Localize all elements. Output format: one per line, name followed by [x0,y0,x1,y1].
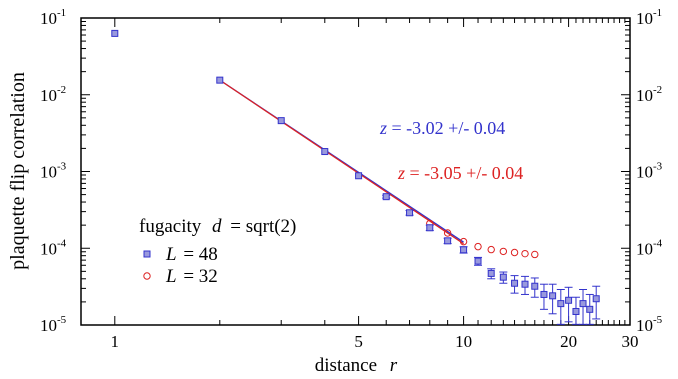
x-axis-label-text: distance [315,355,377,376]
fit-annotation-l32: z = -3.05 +/- 0.04 [397,163,523,183]
legend-title: fugacity d = sqrt(2) [139,216,296,237]
data-point [460,246,468,254]
data-point [444,237,452,245]
data-point [565,296,573,304]
data-point [572,307,580,315]
y-tick-label-right: 10-3 [636,161,663,182]
fit-lines [219,79,464,245]
data-point [521,280,529,288]
data-point [487,269,495,277]
data-point [426,224,434,232]
fit-annotation-l48-text: = -3.02 +/- 0.04 [387,118,505,138]
legend-label-l48-value: = 48 [183,244,217,265]
fit-annotation-l32-text: = -3.05 +/- 0.04 [405,163,523,183]
y-tick-label-right: 10-1 [636,7,662,28]
data-point [355,172,363,180]
y-tick-label-exponent: -3 [653,161,663,173]
series-l48 [111,29,601,325]
x-tick-label: 5 [354,332,363,351]
fit-annotation-l32-var: z [397,163,405,183]
data-point [511,279,519,287]
data-point [549,292,557,300]
y-tick-label-base: 10 [636,163,653,182]
data-point [216,76,224,84]
legend-label-l48: L = 48 [165,244,218,265]
y-tick-label-exponent: -5 [653,314,663,326]
data-point [111,29,119,37]
y-tick-label-exponent: -1 [57,7,66,19]
data-point [586,305,594,313]
y-tick-label-exponent: -5 [57,314,67,326]
data-point [579,300,587,308]
y-tick-label-base: 10 [636,86,653,105]
data-point [592,295,600,303]
y-axis-label: plaquette flip correlation [7,72,29,270]
y-tick-label-base: 10 [40,316,57,335]
x-axis-label-var: r [390,355,398,376]
y-tick-label-base: 10 [636,239,653,258]
legend-label-l32-value: = 32 [183,266,217,287]
data-point [443,229,452,237]
y-tick-label-exponent: -4 [57,237,67,249]
y-tick-label-exponent: -3 [57,161,67,173]
data-point [406,209,414,217]
x-tick-label: 10 [455,332,472,351]
legend-label-l48-var: L [165,244,177,265]
legend-marker-circle [143,272,151,280]
fit-annotation-l48: z = -3.02 +/- 0.04 [379,118,505,138]
y-tick-label-exponent: -4 [653,237,663,249]
data-point [540,290,548,298]
y-tick-label-left: 10-3 [40,161,67,182]
legend-title-prefix: fugacity [139,216,202,237]
y-tick-label-exponent: -2 [653,84,662,96]
y-tick-label-right: 10-2 [636,84,662,105]
data-point [474,242,482,251]
y-tick-label-base: 10 [40,86,57,105]
fit-annotation-l48-var: z [379,118,387,138]
legend-marker-square [143,250,151,258]
data-point [499,273,507,281]
data-point [474,257,482,265]
x-tick-label: 1 [111,332,120,351]
y-tick-label-base: 10 [636,316,653,335]
y-tick-label-base: 10 [636,9,653,28]
fit-line-l32 [219,79,464,245]
data-point [277,117,285,125]
y-tick-label-exponent: -2 [57,84,66,96]
data-points [111,29,601,325]
y-tick-label-exponent: -1 [653,7,662,19]
x-axis-label: distance r [315,355,398,376]
data-point [382,193,390,201]
data-point [531,250,539,259]
y-tick-label-left: 10-5 [40,314,67,335]
data-point [321,148,329,156]
x-tick-label: 20 [560,332,577,351]
y-tick-label-right: 10-4 [636,237,663,258]
x-tick-label: 30 [622,332,639,351]
data-point [459,237,468,246]
y-tick-label-base: 10 [40,9,57,28]
y-tick-label-left: 10-1 [40,7,66,28]
legend-title-suffix: = sqrt(2) [230,216,296,237]
legend-title-var: d [212,216,222,237]
legend: fugacity d = sqrt(2) L = 48 L = 32 [139,216,296,287]
data-point [531,282,539,290]
y-tick-label-right: 10-5 [636,314,663,335]
series-l32 [426,219,539,259]
y-tick-label-base: 10 [40,239,57,258]
y-tick-label-left: 10-4 [40,237,67,258]
data-point [499,247,508,256]
legend-label-l32: L = 32 [165,266,218,287]
y-tick-label-base: 10 [40,163,57,182]
data-point [521,249,529,258]
data-point [487,245,495,254]
data-point [510,248,519,257]
legend-label-l32-var: L [165,266,177,287]
data-point [557,300,565,308]
y-tick-label-left: 10-2 [40,84,66,105]
